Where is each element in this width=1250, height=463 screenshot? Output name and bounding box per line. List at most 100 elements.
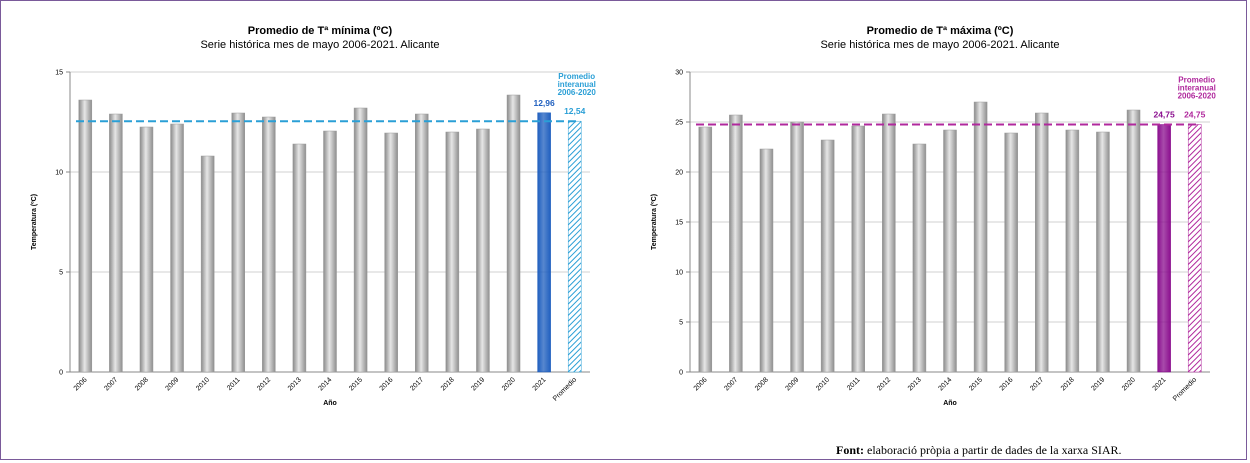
bar-2020: [506, 94, 521, 373]
y-tick-label: 5: [679, 320, 683, 327]
y-tick-label: 5: [59, 270, 63, 277]
x-tick-label: 2009: [165, 376, 181, 392]
y-tick-label: 15: [55, 70, 63, 77]
bar-2019: [1096, 131, 1110, 373]
y-tick-label: 10: [55, 170, 63, 177]
chart-title: Promedio de Tª máxima (ºC): [867, 25, 1014, 37]
bar-2009: [790, 121, 804, 373]
bar-2013: [292, 143, 307, 373]
x-tick-label: 2013: [287, 376, 303, 392]
bar-2012: [262, 116, 276, 373]
x-tick-label: 2016: [999, 376, 1015, 392]
bar-2010: [820, 139, 835, 373]
bar-2017: [1035, 112, 1049, 373]
x-tick-label: 2016: [379, 376, 395, 392]
bar-2018: [1065, 129, 1080, 373]
x-tick-label: 2011: [846, 376, 862, 392]
x-tick-label: 2008: [754, 376, 770, 392]
x-tick-label: 2019: [1090, 376, 1106, 392]
x-tick-label: 2008: [134, 376, 150, 392]
y-tick-label: 15: [675, 220, 683, 227]
bar-2006: [698, 126, 713, 373]
bar-2015: [353, 107, 368, 373]
x-tick-label: 2011: [226, 376, 242, 392]
x-tick-label: 2017: [409, 376, 425, 392]
chart-subtitle: Serie histórica mes de mayo 2006-2021. A…: [820, 39, 1059, 51]
bar-2014: [323, 130, 337, 373]
x-tick-label: 2010: [815, 376, 831, 392]
x-tick-label: 2014: [317, 376, 333, 392]
bar-Promedio: [1187, 124, 1202, 373]
bar-2007: [729, 114, 743, 373]
x-tick-label: 2007: [103, 376, 119, 392]
bar-2016: [384, 132, 398, 373]
y-axis-label: Temperatura (ºC): [31, 194, 38, 250]
x-tick-label: 2018: [1060, 376, 1076, 392]
y-tick-label: 10: [675, 270, 683, 277]
y-tick-label: 20: [675, 170, 683, 177]
bar-2010: [200, 155, 215, 373]
bar-2011: [851, 125, 865, 373]
x-tick-label: 2015: [348, 376, 364, 392]
average-legend-line: Promedio: [1178, 76, 1215, 85]
x-tick-label: 2012: [256, 376, 272, 392]
bar-2011: [231, 112, 245, 373]
bar-2006: [78, 99, 93, 373]
x-tick-label: 2021: [532, 376, 548, 392]
y-tick-label: 0: [679, 370, 683, 377]
x-axis-label: Año: [943, 400, 957, 407]
x-tick-label: 2018: [440, 376, 456, 392]
x-tick-label: 2006: [73, 376, 89, 392]
x-tick-label: 2010: [195, 376, 211, 392]
average-value-label: 24,75: [1184, 110, 1206, 120]
bar-2016: [1004, 132, 1018, 373]
x-tick-label: 2012: [876, 376, 892, 392]
y-axis-label: Temperatura (ºC): [651, 194, 658, 250]
chart-min-temperature: Promedio de Tª mínima (ºC) Serie históric…: [31, 25, 597, 407]
average-legend-line: interanual: [558, 80, 596, 89]
x-tick-label: 2015: [968, 376, 984, 392]
bar-2021: [537, 112, 551, 373]
bar-2019: [476, 128, 490, 373]
y-tick-label: 0: [59, 370, 63, 377]
highlight-value-label: 24,75: [1153, 110, 1175, 120]
x-tick-label: Promedio: [552, 376, 578, 402]
chart-title: Promedio de Tª mínima (ºC): [248, 25, 393, 37]
x-tick-label: 2007: [723, 376, 739, 392]
bar-2015: [973, 101, 988, 373]
chart-subtitle: Serie histórica mes de mayo 2006-2021. A…: [200, 39, 439, 51]
bar-2020: [1126, 109, 1141, 373]
highlight-value-label: 12,96: [533, 98, 555, 108]
x-tick-label: 2020: [501, 376, 517, 392]
x-tick-label: 2006: [693, 376, 709, 392]
source-note-text: elaboració pròpia a partir de dades de l…: [864, 443, 1122, 457]
bar-2007: [109, 113, 123, 373]
x-tick-label: Promedio: [1172, 376, 1198, 402]
y-tick-label: 30: [675, 70, 683, 77]
bar-2018: [445, 131, 460, 373]
bar-2009: [170, 123, 184, 373]
x-tick-label: 2009: [785, 376, 801, 392]
average-legend-line: interanual: [1178, 84, 1216, 93]
x-tick-label: 2014: [937, 376, 953, 392]
bar-2012: [882, 113, 896, 373]
x-tick-label: 2021: [1152, 376, 1168, 392]
bar-2014: [943, 129, 957, 373]
average-legend-line: Promedio: [558, 72, 595, 81]
average-value-label: 12,54: [564, 106, 586, 116]
y-tick-label: 25: [675, 120, 683, 127]
bar-2008: [139, 126, 154, 373]
bar-2017: [415, 113, 429, 373]
bar-2013: [912, 143, 927, 373]
x-tick-label: 2019: [470, 376, 486, 392]
source-note-label: Font:: [836, 443, 864, 457]
x-axis-label: Año: [323, 400, 337, 407]
bar-2021: [1157, 124, 1171, 373]
bar-Promedio: [567, 120, 582, 373]
bar-2008: [759, 148, 774, 373]
average-legend-line: 2006-2020: [1178, 92, 1217, 101]
average-legend-line: 2006-2020: [558, 88, 597, 97]
x-tick-label: 2013: [907, 376, 923, 392]
source-note: Font: elaboració pròpia a partir de dade…: [836, 443, 1122, 458]
